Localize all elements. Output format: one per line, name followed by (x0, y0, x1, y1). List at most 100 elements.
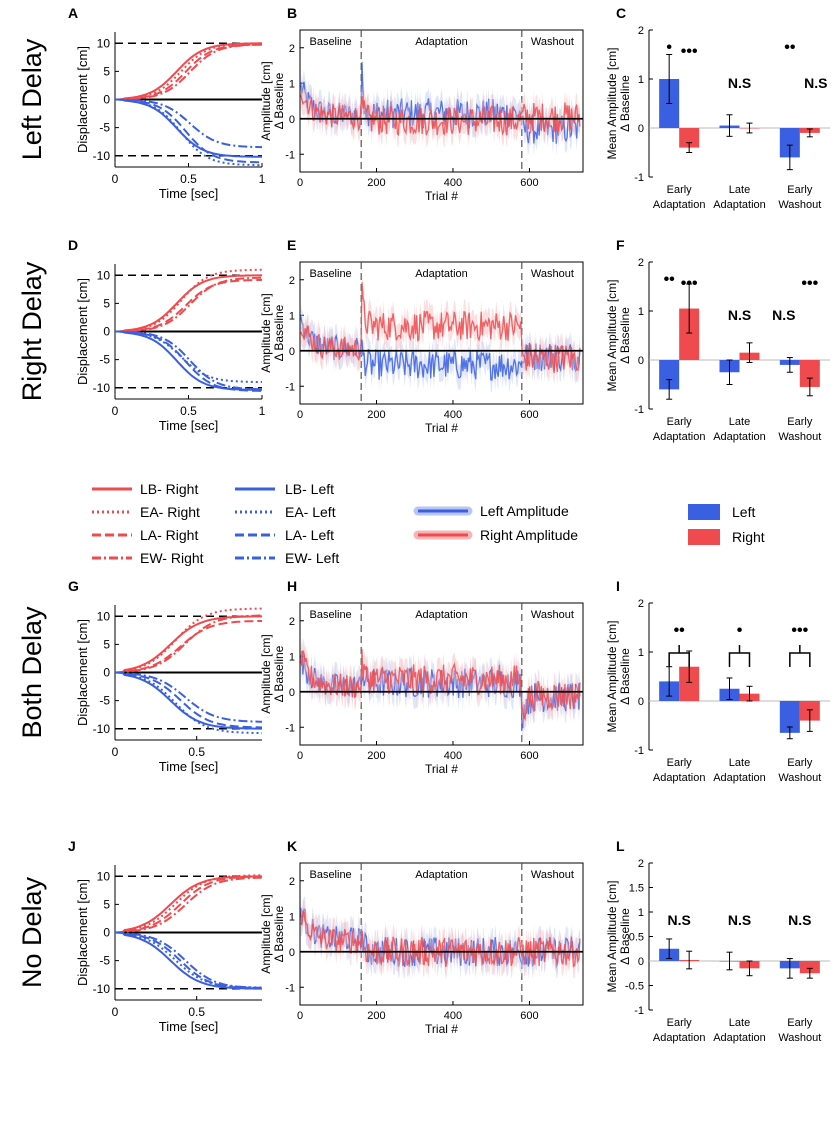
x-axis-label: Trial # (425, 421, 458, 435)
left-amplitude-line (300, 62, 581, 144)
y-tick-label: 0 (103, 926, 110, 940)
panel-letter: B (287, 5, 297, 21)
y-tick-label: 2 (638, 25, 644, 37)
panel-letter: A (68, 5, 78, 21)
y-tick-label: 10 (97, 609, 111, 623)
y-tick-label: -1 (285, 381, 295, 393)
y-axis-label: Displacement [cm] (75, 879, 90, 986)
y-tick-label: -10 (93, 982, 111, 996)
significance-label: • (666, 39, 672, 56)
legend-label: Left (732, 504, 755, 520)
category-label: Late (729, 1017, 750, 1029)
y-tick-label: 2 (289, 275, 295, 287)
category-label: Adaptation (653, 772, 706, 784)
right-trace-dotted (114, 874, 262, 934)
legend-label: EW- Right (140, 550, 204, 566)
legend-label: LB- Right (140, 481, 198, 497)
y-tick-label: 1 (289, 651, 295, 663)
legend: LB- Right EA- Right LA- Right EW- Right LB- … (92, 481, 765, 566)
category-label: Early (667, 757, 693, 769)
category-label: Late (729, 416, 750, 428)
y-axis-label: Amplitude [cm] (259, 293, 273, 372)
y-tick-label: -1 (285, 149, 295, 161)
category-label: Adaptation (713, 431, 766, 443)
category-label: Adaptation (713, 1032, 766, 1044)
y-tick-label: 1.5 (629, 883, 644, 895)
y-tick-label: 0 (103, 325, 110, 339)
amp-axes-box (299, 862, 584, 1006)
x-axis-label: Trial # (425, 189, 458, 203)
category-label: Early (667, 1017, 693, 1029)
legend-label: Right Amplitude (480, 527, 578, 543)
y-tick-label: -10 (93, 722, 111, 736)
right-bar (679, 666, 700, 701)
y-tick-label: 0 (638, 123, 644, 135)
y-tick-label: 2 (289, 616, 295, 628)
category-label: Early (787, 184, 813, 196)
left-trace-dotted (114, 671, 263, 735)
legend-label: Left Amplitude (480, 503, 569, 519)
y-axis-label-2: Δ Baseline (272, 645, 286, 702)
amp-axes-box (299, 29, 584, 173)
y-tick-label: -5 (99, 694, 110, 708)
left-amplitude-band (300, 49, 580, 157)
x-tick-label: 0 (297, 1010, 303, 1022)
left-trace-solid (114, 931, 262, 990)
x-axis-label: Trial # (425, 762, 458, 776)
right-amplitude-band (300, 636, 580, 732)
panel-letter: J (68, 838, 76, 854)
x-axis-label: Time [sec] (159, 759, 218, 774)
y-axis-label: Displacement [cm] (75, 619, 90, 726)
y-tick-label: 2 (289, 876, 295, 888)
significance-bracket (728, 645, 751, 667)
y-tick-label: -5 (99, 121, 110, 135)
y-tick-label: -1 (634, 172, 644, 184)
y-tick-label: 10 (97, 36, 111, 50)
right-trace-solid (114, 875, 262, 934)
right-trace-dashdot (115, 43, 263, 101)
y-tick-label: -10 (93, 381, 111, 395)
x-tick-label: 0 (297, 409, 303, 421)
y-axis-label: Mean Amplitude [cm] (605, 620, 619, 732)
y-tick-label: 0 (289, 947, 295, 959)
right-bar (799, 360, 820, 387)
amp-axes-box (299, 261, 584, 405)
legend-label: LA- Left (285, 527, 334, 543)
y-tick-label: 10 (97, 268, 111, 282)
x-tick-label: 1 (259, 172, 266, 186)
y-tick-label: -5 (99, 353, 110, 367)
y-tick-label: 0 (289, 346, 295, 358)
legend-swatch-bar (688, 504, 720, 520)
x-axis-label: Time [sec] (159, 418, 218, 433)
y-tick-label: 5 (103, 64, 110, 78)
legend-label: EW- Left (285, 550, 339, 566)
y-tick-label: 0 (638, 696, 644, 708)
y-tick-label: 1 (638, 306, 644, 318)
right-trace-dashed (115, 620, 262, 674)
right-bar (679, 308, 700, 360)
right-trace-dashed (115, 875, 262, 934)
x-tick-label: 400 (444, 1010, 462, 1022)
x-tick-label: 1 (259, 404, 266, 418)
left-amplitude-band (300, 638, 580, 741)
x-tick-label: 0.5 (188, 1005, 205, 1019)
y-tick-label: 1 (638, 647, 644, 659)
y-axis-label-2: Δ Baseline (272, 72, 286, 129)
y-axis-label: Mean Amplitude [cm] (605, 47, 619, 159)
panel-letter: H (287, 578, 297, 594)
category-label: Washout (778, 772, 821, 784)
y-tick-label: -1 (634, 1005, 644, 1017)
category-label: Adaptation (653, 199, 706, 211)
row-label: Right Delay (17, 261, 47, 401)
significance-label: N.S (728, 912, 751, 928)
category-label: Adaptation (653, 1032, 706, 1044)
panel-letter: K (287, 838, 297, 854)
right-trace-dotted (115, 42, 262, 101)
significance-label: ••• (791, 622, 808, 639)
x-tick-label: 0 (297, 177, 303, 189)
x-tick-label: 400 (444, 750, 462, 762)
left-trace-dashdot (115, 98, 262, 149)
x-tick-label: 0 (297, 750, 303, 762)
